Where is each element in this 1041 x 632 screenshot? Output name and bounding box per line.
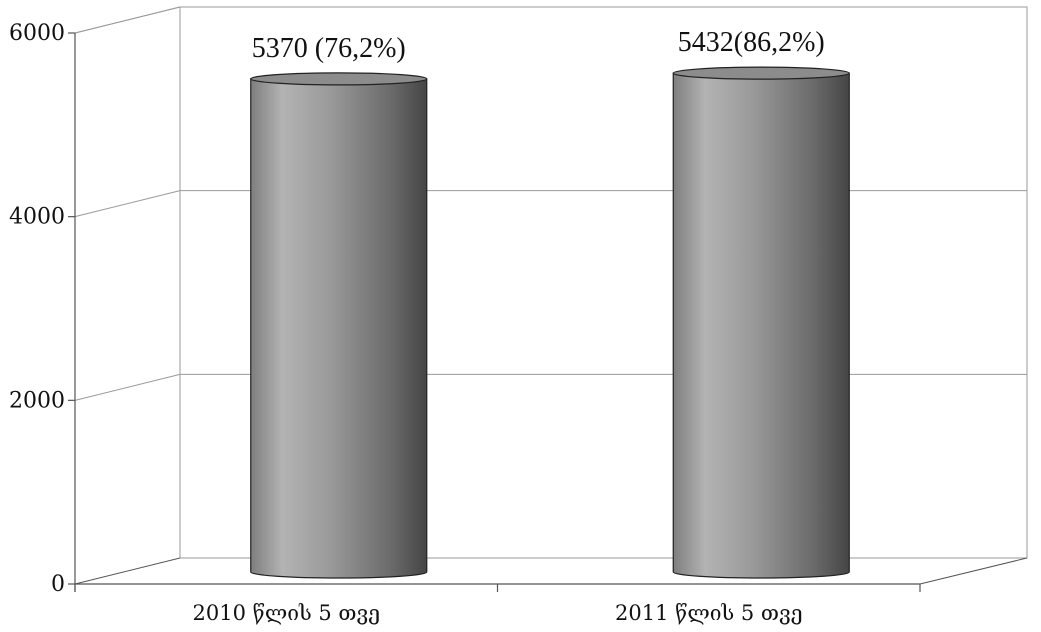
bar-2 bbox=[672, 66, 850, 579]
x-category-label: 2011 წლის 5 თვე bbox=[615, 601, 803, 625]
bar-top-cap bbox=[250, 72, 428, 86]
y-tick-label: 6000 bbox=[9, 21, 65, 46]
bar-body bbox=[250, 78, 428, 579]
y-tick-label: 2000 bbox=[9, 388, 65, 413]
gridline-side bbox=[74, 373, 181, 401]
y-tick-label: 0 bbox=[51, 572, 65, 597]
y-axis: 0 2000 4000 6000 bbox=[9, 21, 76, 597]
gridlines bbox=[74, 6, 1027, 401]
floor-right-edge bbox=[919, 557, 1028, 585]
data-labels: 5370 (76,2%) 5432(86,2%) bbox=[252, 27, 825, 64]
bar-top-cap bbox=[672, 66, 850, 80]
gridline-side bbox=[74, 6, 181, 34]
data-label-2: 5432(86,2%) bbox=[678, 27, 825, 58]
x-axis: 2010 წლის 5 თვე 2011 წლის 5 თვე bbox=[74, 584, 921, 625]
bar-series bbox=[250, 66, 850, 579]
gridline-side bbox=[74, 190, 181, 218]
floor-left-edge bbox=[74, 557, 181, 585]
plot-frame bbox=[74, 6, 1028, 585]
bar-1 bbox=[250, 72, 428, 579]
y-tick-label: 4000 bbox=[9, 205, 65, 230]
x-category-label: 2010 წლის 5 თვე bbox=[193, 601, 381, 625]
data-label-1: 5370 (76,2%) bbox=[252, 33, 406, 64]
bar-body bbox=[672, 72, 850, 579]
